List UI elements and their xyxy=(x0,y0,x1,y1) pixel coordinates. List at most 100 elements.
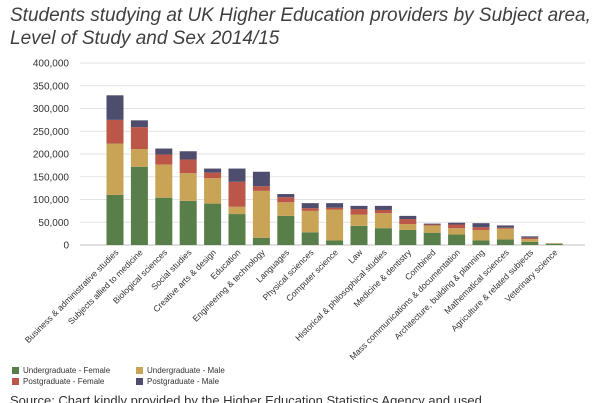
legend-label: Undergraduate - Male xyxy=(147,366,225,375)
bar-segment xyxy=(448,234,466,245)
bar-segment xyxy=(521,241,539,245)
bar-segment xyxy=(399,229,417,245)
legend-swatch xyxy=(12,367,19,374)
y-tick-label: 100,000 xyxy=(33,195,70,206)
bar-segment xyxy=(106,194,124,245)
y-tick-label: 400,000 xyxy=(33,59,70,70)
bar-segment xyxy=(326,203,344,208)
y-tick-label: 50,000 xyxy=(38,218,69,229)
legend-item-undergraduate-female: Undergraduate - Female xyxy=(12,366,110,375)
bar-segment xyxy=(179,200,197,245)
bar-segment xyxy=(228,181,246,207)
bar-segment xyxy=(252,186,270,191)
bar-segment xyxy=(521,236,539,238)
bar-segment xyxy=(374,213,392,229)
y-tick-label: 0 xyxy=(63,241,69,252)
bar-segment xyxy=(228,168,246,182)
bar-segment xyxy=(350,225,368,245)
bar-segment xyxy=(374,205,392,210)
x-tick-label: Law xyxy=(346,247,365,266)
bar-segment xyxy=(399,224,417,230)
bar-segment xyxy=(204,178,222,204)
y-tick-label: 200,000 xyxy=(33,150,70,161)
bar-segment xyxy=(277,194,295,198)
bar-segment xyxy=(130,127,148,149)
legend-swatch xyxy=(136,367,143,374)
legend-item-postgraduate-female: Postgraduate - Female xyxy=(12,377,104,386)
bar-segment xyxy=(472,227,490,230)
bar-segment xyxy=(301,210,319,233)
bar-segment xyxy=(399,215,417,220)
legend-item-undergraduate-male: Undergraduate - Male xyxy=(136,366,225,375)
legend-label: Postgraduate - Male xyxy=(147,377,220,386)
bar-segment xyxy=(423,232,441,245)
x-tick-label: Business & administrative studies xyxy=(23,247,121,345)
bar-segment xyxy=(252,237,270,245)
bar-segment xyxy=(155,154,173,165)
bar-segment xyxy=(472,223,490,228)
source-note: Source: Chart kindly provided by the Hig… xyxy=(10,393,482,403)
x-tick-label: Architecture, building & planning xyxy=(392,247,486,341)
bar-segment xyxy=(155,197,173,245)
bar-segment xyxy=(399,219,417,225)
y-tick-label: 250,000 xyxy=(33,127,70,138)
bar-segment xyxy=(326,207,344,210)
chart-title: Students studying at UK Higher Education… xyxy=(10,5,591,49)
bar-segment xyxy=(301,208,319,211)
bar-segment xyxy=(228,214,246,245)
bar-segment xyxy=(423,224,441,226)
bar-segment xyxy=(106,119,124,144)
bar-segment xyxy=(204,168,222,173)
legend-label: Postgraduate - Female xyxy=(23,377,105,386)
bar-segment xyxy=(130,166,148,245)
bar-segment xyxy=(130,148,148,167)
bar-segment xyxy=(350,205,368,210)
legend-item-postgraduate-male: Postgraduate - Male xyxy=(136,377,219,386)
bar-segment xyxy=(204,172,222,179)
bar-segment xyxy=(130,120,148,128)
bar-segment xyxy=(472,240,490,245)
bar-segment xyxy=(106,143,124,195)
bar-segment xyxy=(496,225,514,228)
bar-segment xyxy=(301,232,319,245)
bar-segment xyxy=(301,203,319,209)
bar-segment xyxy=(423,223,441,225)
y-tick-label: 350,000 xyxy=(33,81,70,92)
bar-segment xyxy=(496,228,514,240)
bar-segment xyxy=(277,215,295,245)
bar-segment xyxy=(228,206,246,215)
bar-segment xyxy=(252,171,270,187)
bar-segment xyxy=(350,209,368,215)
bar-segment xyxy=(374,209,392,214)
bar-segment xyxy=(521,239,539,242)
bar-segment xyxy=(326,209,344,241)
bar-segment xyxy=(204,203,222,245)
bar-segment xyxy=(277,202,295,216)
bar-segment xyxy=(472,229,490,241)
bar-segment xyxy=(374,228,392,245)
bar-segment xyxy=(179,173,197,201)
bar-segment xyxy=(423,225,441,233)
bar-segment xyxy=(252,190,270,238)
bar-segment xyxy=(277,197,295,203)
bar-segment xyxy=(350,214,368,226)
bar-segment xyxy=(179,159,197,174)
y-tick-label: 300,000 xyxy=(33,104,70,115)
bar-segment xyxy=(496,239,514,245)
bar-segment xyxy=(545,243,563,245)
legend-swatch xyxy=(12,378,19,385)
legend-label: Undergraduate - Female xyxy=(23,366,111,375)
bar-segment xyxy=(448,222,466,225)
bar-segment xyxy=(106,95,124,120)
bar-segment xyxy=(179,151,197,160)
legend-swatch xyxy=(136,378,143,385)
bar-segment xyxy=(155,148,173,155)
bar-segment xyxy=(326,240,344,245)
bar-segment xyxy=(496,227,514,229)
y-tick-label: 150,000 xyxy=(33,172,70,183)
bar-segment xyxy=(448,224,466,229)
bar-segment xyxy=(448,228,466,235)
bar-segment xyxy=(155,164,173,198)
bar-segment xyxy=(521,237,539,240)
